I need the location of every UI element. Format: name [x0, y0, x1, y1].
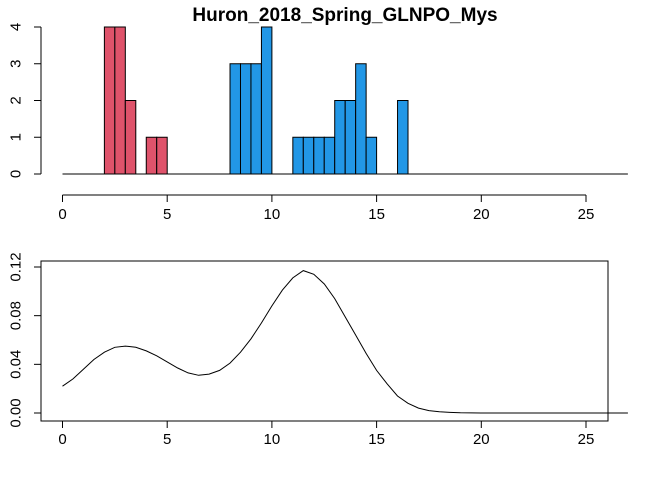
- histogram-bar: [229, 63, 241, 175]
- y-tick-label: 2: [7, 96, 24, 104]
- histogram-bar: [156, 136, 168, 175]
- histogram-y-axis: 0 1 2 3 4: [7, 23, 42, 178]
- x-tick-label: 25: [578, 206, 595, 223]
- x-tick-label: 15: [368, 206, 385, 223]
- x-tick-label: 5: [163, 431, 171, 448]
- density-x-axis: 0 5 10 15 20 25: [58, 421, 594, 448]
- histogram-bar: [114, 26, 126, 175]
- x-tick-label: 0: [58, 431, 66, 448]
- histogram-panel: Huron_2018_Spring_GLNPO_Mys 0 1 2 3 4 0 5 10 15…: [7, 5, 628, 223]
- histogram-bar: [239, 63, 252, 175]
- y-tick-label: 4: [7, 23, 24, 31]
- histogram-bar: [103, 26, 116, 175]
- histogram-bar: [145, 136, 158, 175]
- y-tick-label: 0.00: [7, 398, 24, 427]
- histogram-bar: [302, 136, 315, 175]
- histogram-x-axis: 0 5 10 15 20 25: [58, 194, 595, 223]
- histogram-bar: [334, 100, 346, 175]
- x-tick-label: 15: [368, 431, 385, 448]
- histogram-bar: [313, 136, 325, 175]
- histogram-bars: [103, 26, 409, 175]
- x-tick-label: 5: [163, 206, 171, 223]
- x-tick-label: 25: [578, 431, 595, 448]
- x-tick-label: 20: [473, 206, 490, 223]
- x-tick-label: 10: [264, 431, 281, 448]
- histogram-bar: [365, 136, 378, 175]
- y-tick-label: 0: [7, 170, 24, 178]
- histogram-bar: [323, 136, 336, 175]
- x-tick-label: 0: [58, 206, 66, 223]
- y-tick-label: 0.08: [7, 301, 24, 330]
- density-plot-box: [40, 260, 609, 422]
- histogram-bar: [292, 136, 304, 175]
- chart-title: Huron_2018_Spring_GLNPO_Mys: [192, 5, 497, 26]
- histogram-bar: [124, 100, 137, 175]
- histogram-bar: [260, 26, 273, 175]
- y-tick-label: 1: [7, 133, 24, 141]
- y-tick-label: 3: [7, 60, 24, 68]
- density-y-axis: 0.00 0.04 0.08 0.12: [7, 252, 41, 428]
- density-panel: 0.00 0.04 0.08 0.12 0 5 10 15 20 25: [7, 252, 628, 448]
- x-tick-label: 20: [473, 431, 490, 448]
- density-line: [62, 270, 628, 414]
- y-tick-label: 0.04: [7, 350, 24, 379]
- x-tick-label: 10: [264, 206, 281, 223]
- histogram-bar: [355, 63, 367, 175]
- histogram-bar: [344, 100, 357, 175]
- histogram-bar: [250, 63, 262, 175]
- histogram-bar: [397, 100, 409, 175]
- y-tick-label: 0.12: [7, 252, 24, 281]
